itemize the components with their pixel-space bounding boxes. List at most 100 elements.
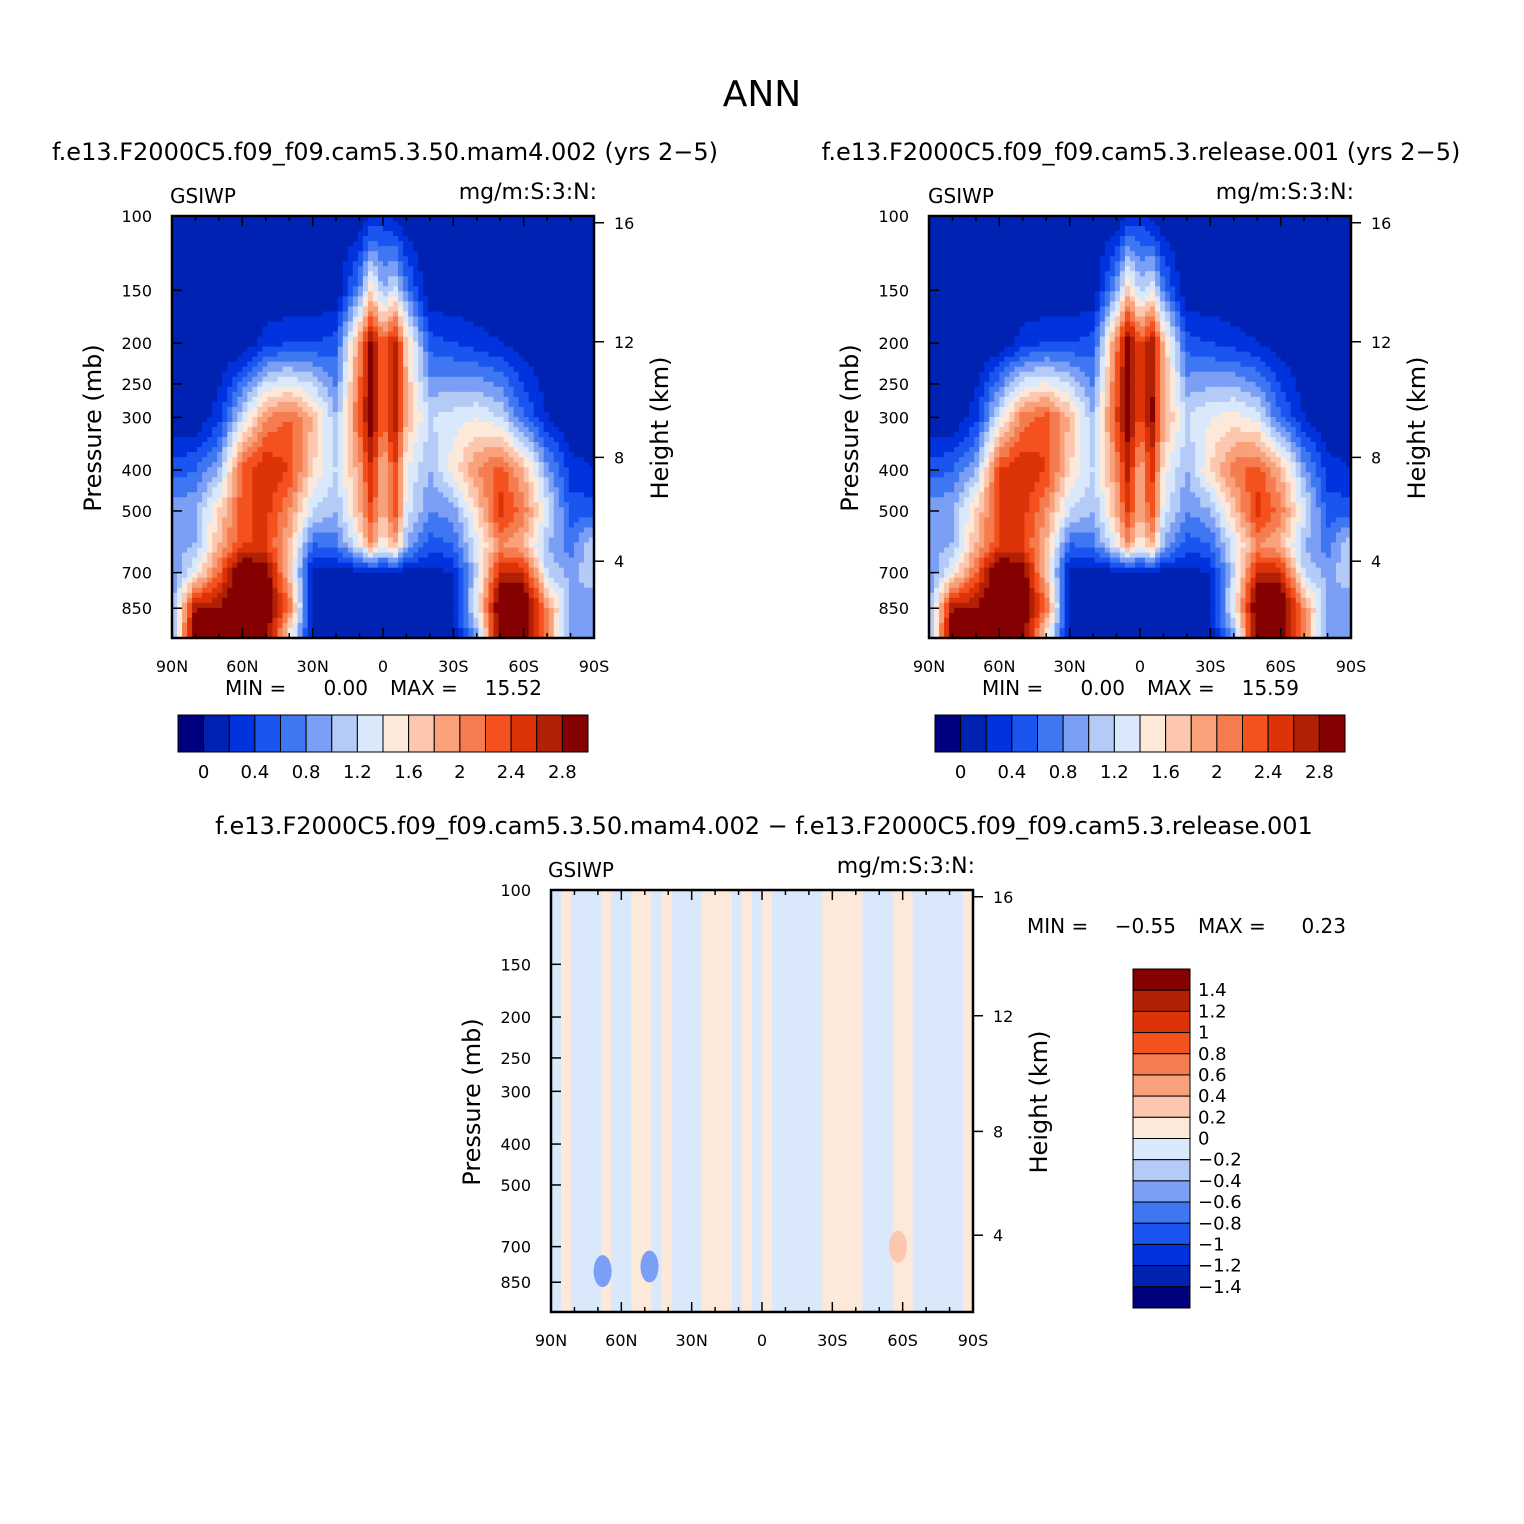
contour-cell [287, 356, 294, 363]
contour-cell [398, 231, 404, 237]
contour-cell [468, 286, 475, 292]
contour-cell [237, 341, 243, 348]
contour-cell [262, 597, 269, 604]
contour-cell [277, 577, 284, 584]
contour-cell [257, 311, 264, 318]
contour-cell [443, 386, 449, 393]
contour-cell [433, 421, 439, 428]
contour-cell [468, 241, 475, 247]
contour-cell [212, 256, 218, 262]
contour-cell [388, 537, 394, 544]
contour-cell [383, 326, 389, 333]
contour-cell [297, 371, 304, 378]
contour-cell [367, 467, 374, 473]
contour-cell [428, 411, 434, 418]
contour-cell [282, 416, 289, 423]
contour-cell [398, 442, 404, 448]
contour-cell [463, 537, 469, 544]
contour-cell [322, 321, 329, 328]
contour-cell [372, 351, 379, 358]
contour-cell [302, 331, 309, 338]
contour-cell [227, 507, 233, 513]
contour-cell [393, 462, 399, 468]
contour-cell [262, 391, 269, 398]
contour-cell [443, 462, 449, 468]
contour-cell [403, 266, 409, 272]
contour-cell [448, 271, 454, 277]
contour-cell [317, 512, 324, 519]
contour-cell [212, 572, 218, 579]
contour-cell [403, 517, 409, 524]
contour-cell [257, 226, 264, 232]
contour-cell [262, 376, 269, 383]
contour-cell [197, 401, 203, 408]
contour-cell [297, 607, 304, 614]
contour-cell [247, 376, 253, 383]
contour-cell [393, 577, 399, 584]
contour-cell [187, 266, 193, 272]
contour-cell [438, 477, 444, 483]
contour-cell [377, 557, 384, 564]
contour-cell [277, 256, 284, 262]
contour-cell [302, 236, 309, 242]
contour-cell [272, 502, 279, 508]
contour-cell [448, 442, 454, 448]
contour-cell [247, 316, 253, 323]
contour-cell [418, 241, 424, 247]
contour-cell [413, 432, 419, 438]
contour-cell [197, 557, 203, 564]
contour-cell [197, 286, 203, 292]
contour-cell [182, 416, 188, 423]
contour-cell [357, 477, 364, 483]
contour-cell [453, 266, 459, 272]
contour-cell [398, 286, 404, 292]
contour-cell [393, 557, 399, 564]
contour-cell [367, 547, 374, 554]
contour-cell [172, 547, 178, 554]
contour-cell [458, 266, 464, 272]
contour-cell [388, 582, 394, 589]
contour-cell [247, 361, 253, 368]
contour-cell [423, 447, 429, 453]
contour-cell [403, 326, 409, 333]
contour-cell [362, 286, 369, 292]
contour-cell [312, 416, 319, 423]
contour-cell [327, 622, 334, 629]
contour-cell [207, 421, 213, 428]
contour-cell [192, 421, 198, 428]
contour-cell [403, 562, 409, 569]
contour-cell [423, 587, 429, 594]
contour-cell [277, 607, 284, 614]
contour-cell [362, 597, 369, 604]
contour-cell [418, 411, 424, 418]
contour-cell [177, 442, 183, 448]
contour-cell [317, 532, 324, 539]
contour-cell [463, 477, 469, 483]
contour-cell [307, 497, 314, 503]
contour-cell [418, 522, 424, 529]
contour-cell [342, 557, 349, 564]
contour-cell [347, 487, 354, 493]
contour-cell [393, 527, 399, 534]
contour-cell [232, 391, 238, 398]
contour-cell [428, 452, 434, 458]
contour-cell [307, 391, 314, 398]
contour-cell [262, 442, 269, 448]
contour-cell [393, 452, 399, 458]
contour-cell [398, 512, 404, 519]
contour-cell [398, 251, 404, 257]
contour-cell [257, 401, 264, 408]
contour-cell [332, 236, 339, 242]
contour-cell [337, 421, 344, 428]
contour-cell [428, 442, 434, 448]
contour-cell [398, 432, 404, 438]
contour-cell [207, 336, 213, 343]
contour-cell [257, 507, 264, 513]
contour-cell [312, 256, 319, 262]
contour-cell [418, 497, 424, 503]
contour-cell [408, 447, 414, 453]
contour-cell [372, 386, 379, 393]
contour-cell [443, 447, 449, 453]
contour-cell [222, 351, 228, 358]
contour-cell [187, 602, 193, 609]
